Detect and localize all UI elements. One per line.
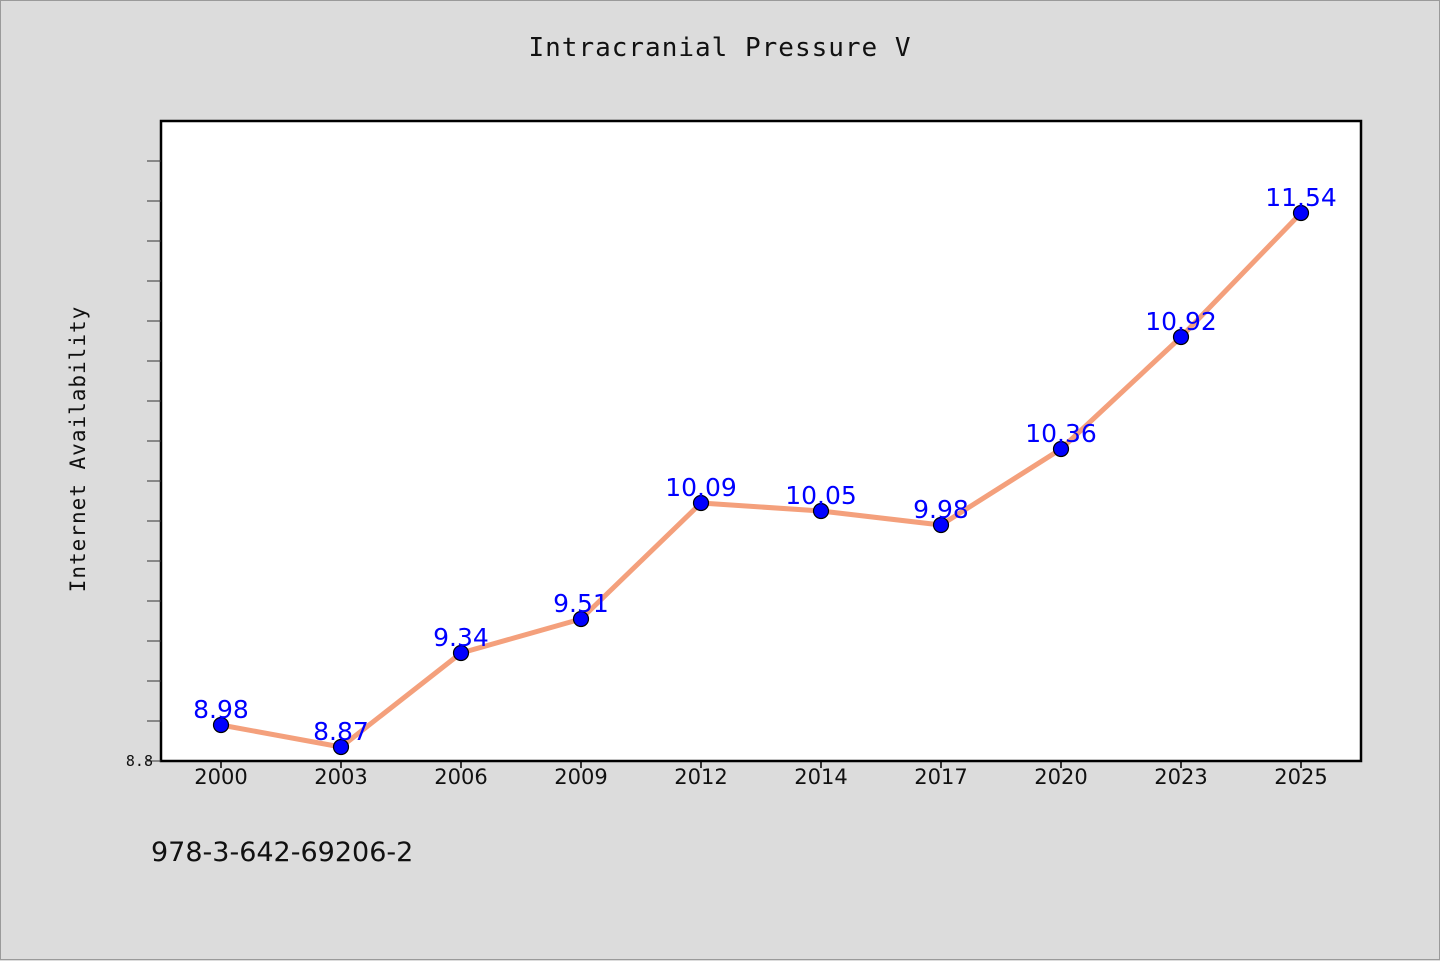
x-tick-label: 2014 [794,765,847,789]
data-point [692,494,710,512]
data-label: 10.05 [785,481,857,510]
y-axis-ticks [147,160,161,762]
footer-code: 978-3-642-69206-2 [151,837,414,868]
y-tick-label: 8.8 [126,752,153,770]
x-tick-label: 2017 [914,765,967,789]
x-tick-labels: 2000 2003 2006 2009 2012 2014 2017 2020 2023 2025 [194,765,1327,789]
data-label: 11.54 [1265,183,1337,212]
data-point [1052,440,1070,458]
chart-title: Intracranial Pressure V [528,33,912,63]
x-tick-label: 2020 [1034,765,1087,789]
data-labels: 8.98 8.87 9.34 9.51 10.09 10.05 9.98 10.36 10.92… [193,183,1337,746]
data-point [572,610,590,628]
data-point [212,716,230,734]
data-label: 9.98 [913,495,969,524]
data-point [1292,204,1310,222]
x-tick-label: 2023 [1154,765,1207,789]
data-label: 10.36 [1025,419,1097,448]
data-label: 10.92 [1145,307,1217,336]
y-tick-labels: 8.8 [126,752,153,770]
data-label: 8.98 [193,695,249,724]
x-tick-label: 2006 [434,765,487,789]
data-label: 9.51 [553,589,609,618]
data-point [452,644,470,662]
x-tick-label: 2025 [1274,765,1327,789]
x-tick-label: 2000 [194,765,247,789]
data-label: 9.34 [433,623,489,652]
data-label: 8.87 [313,717,369,746]
data-point [332,738,350,756]
x-axis-ticks [220,761,1302,768]
data-point [932,516,950,534]
plot-area [159,119,1363,763]
series-line [220,211,1303,750]
data-label: 10.09 [665,473,737,502]
x-tick-label: 2009 [554,765,607,789]
x-tick-label: 2003 [314,765,367,789]
data-point [812,502,830,520]
data-point [1172,328,1190,346]
x-tick-label: 2012 [674,765,727,789]
data-markers [212,204,1310,756]
